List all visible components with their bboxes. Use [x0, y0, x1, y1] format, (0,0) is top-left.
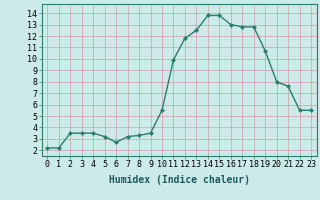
X-axis label: Humidex (Indice chaleur): Humidex (Indice chaleur): [109, 175, 250, 185]
